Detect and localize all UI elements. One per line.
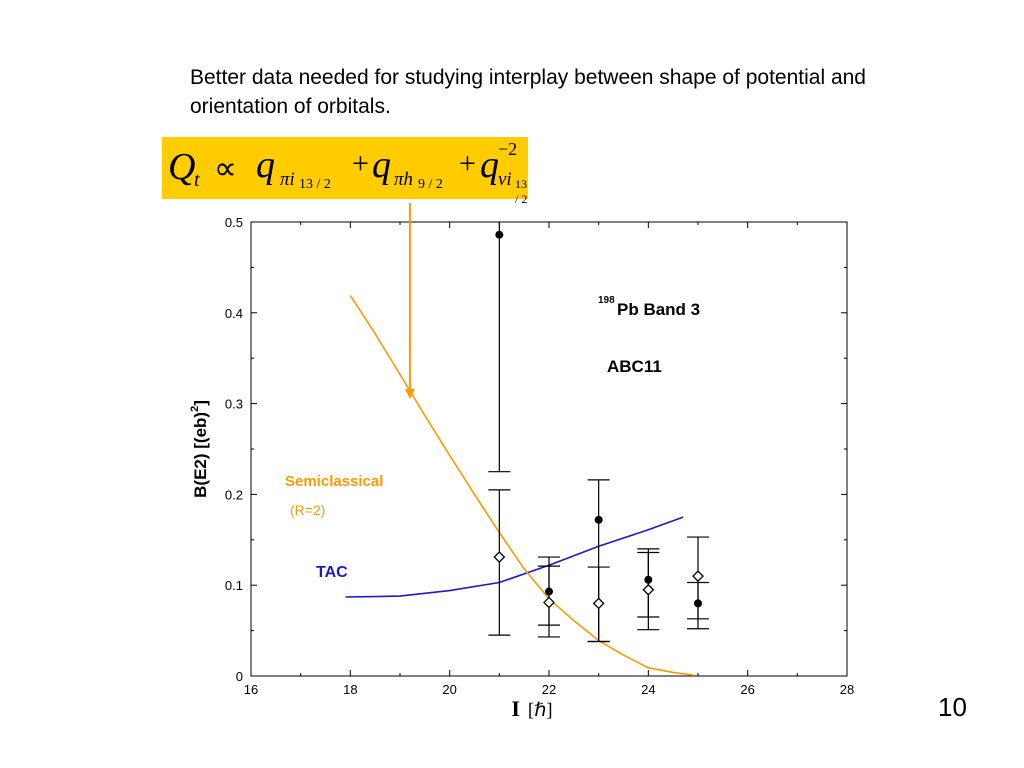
slide-number: 10 bbox=[938, 692, 967, 722]
legend-semiclassical-sub: (R=2) bbox=[290, 502, 325, 518]
formula-sub3b: 13 / 2 bbox=[515, 177, 528, 206]
data-point-diamond bbox=[493, 551, 506, 563]
formula-sub1b: 13 / 2 bbox=[299, 177, 331, 192]
data-point-diamond bbox=[543, 596, 555, 609]
formula-t: t bbox=[194, 169, 200, 191]
y-axis-label-main: B(E2) [(eb) bbox=[191, 412, 210, 498]
x-axis-label-unit: [ℏ] bbox=[528, 700, 553, 721]
formula-sub2b: 9 / 2 bbox=[418, 177, 443, 192]
y-tick-label: 0.4 bbox=[225, 306, 243, 321]
formula: Q t ∝ q πi 13 / 2 + q πh 9 / 2 + q −2 νi… bbox=[162, 137, 528, 206]
pointer-arrow bbox=[404, 203, 415, 400]
x-tick-label: 26 bbox=[740, 682, 754, 697]
data-point-filled bbox=[594, 515, 603, 524]
x-axis-label: I [ℏ] bbox=[511, 696, 552, 721]
formula-q2: q bbox=[372, 144, 391, 186]
data-point-diamond bbox=[692, 570, 704, 583]
y-tick-label: 0 bbox=[236, 669, 243, 684]
y-tick-label: 0.5 bbox=[225, 215, 243, 230]
formula-proportional: ∝ bbox=[214, 150, 237, 186]
y-tick-label: 0.1 bbox=[225, 578, 243, 593]
curve-semiclassical bbox=[349, 295, 694, 676]
slide-note: Better data needed for studying interpla… bbox=[190, 66, 866, 118]
data-point-filled bbox=[495, 230, 504, 239]
x-tick-label: 24 bbox=[641, 682, 655, 697]
y-tick-label: 0.2 bbox=[225, 487, 243, 502]
curve-tac bbox=[345, 516, 684, 598]
formula-sup3: −2 bbox=[498, 139, 518, 159]
x-tick-label: 22 bbox=[542, 682, 556, 697]
formula-q3: q bbox=[480, 144, 499, 186]
y-tick-label: 0.3 bbox=[225, 397, 243, 412]
x-tick-label: 18 bbox=[343, 682, 357, 697]
arrow-head bbox=[404, 389, 415, 400]
y-axis-label: B(E2) [(eb)2] bbox=[189, 400, 210, 498]
data-point-diamond bbox=[642, 583, 655, 596]
data-points bbox=[488, 222, 709, 643]
legend-tac: TAC bbox=[316, 564, 348, 581]
model-curves bbox=[345, 295, 694, 676]
x-tick-label: 16 bbox=[244, 682, 258, 697]
y-axis-label-sup: 2 bbox=[189, 406, 201, 412]
formula-plus1: + bbox=[352, 147, 369, 180]
x-tick-label: 20 bbox=[442, 682, 456, 697]
formula-Q: Q bbox=[168, 146, 196, 188]
axis-ticks: 16 18 20 22 24 26 28 0 0.1 0.2 0.3 0.4 0.5 bbox=[225, 215, 854, 697]
chart-title-mass: 198 bbox=[598, 295, 615, 306]
x-tick-label: 28 bbox=[840, 682, 854, 697]
x-axis-label-main: I bbox=[511, 696, 520, 721]
data-point-diamond bbox=[592, 597, 605, 610]
formula-box: Q t ∝ q πi 13 / 2 + q πh 9 / 2 + q −2 νi… bbox=[162, 137, 528, 206]
formula-q1: q bbox=[256, 144, 275, 186]
legend-semiclassical: Semiclassical bbox=[285, 473, 383, 490]
formula-sub3: νi bbox=[498, 169, 512, 190]
formula-sub1: πi bbox=[280, 169, 295, 190]
formula-sub2: πh bbox=[394, 169, 414, 190]
chart-title: Pb Band 3 bbox=[617, 300, 700, 319]
chart-subtitle: ABC11 bbox=[607, 357, 662, 376]
formula-plus2: + bbox=[459, 147, 476, 180]
y-axis-label-close: ] bbox=[191, 400, 210, 406]
